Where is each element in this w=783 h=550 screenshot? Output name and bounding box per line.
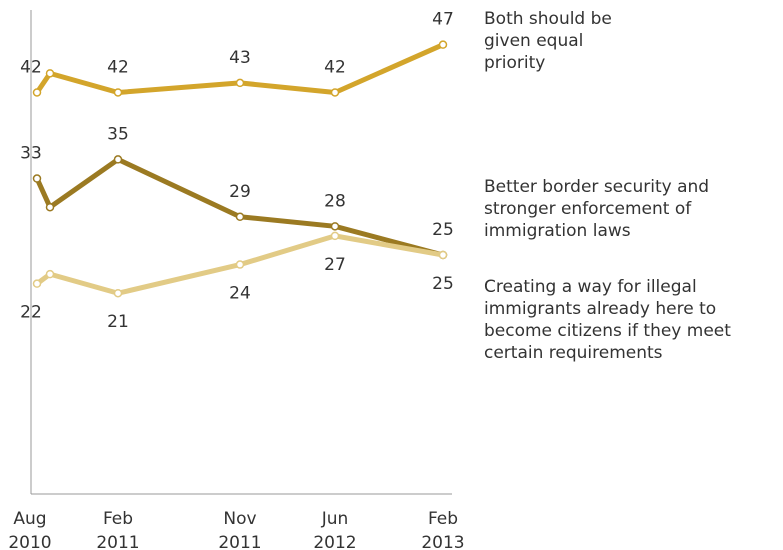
data-point [235, 78, 245, 88]
x-tick-label-line: Feb [103, 509, 133, 529]
data-point [330, 222, 340, 231]
data-point [235, 260, 245, 269]
data-label: 42 [20, 57, 42, 77]
data-label: 25 [432, 274, 454, 294]
data-label: 42 [324, 57, 346, 77]
data-point [45, 202, 55, 212]
data-label: 35 [107, 124, 129, 144]
data-label: 47 [432, 10, 454, 30]
data-label: 27 [324, 255, 346, 275]
data-point [330, 231, 340, 241]
series-line [34, 156, 444, 258]
x-tick-label-line: 2011 [218, 533, 261, 550]
data-label: 28 [324, 191, 346, 211]
legend-entry: Both should be given equal priority [484, 9, 612, 73]
x-tick-label: Nov 2011 [218, 509, 261, 550]
data-point [32, 88, 42, 97]
x-tick-label-line: Aug [13, 509, 46, 529]
data-point [113, 88, 123, 97]
data-point [330, 88, 340, 97]
data-point [32, 174, 42, 183]
x-tick-label-line: 2012 [313, 533, 356, 550]
x-tick-label-line: 2013 [421, 533, 464, 550]
data-label: 33 [20, 144, 42, 164]
x-tick-label-line: Jun [321, 509, 349, 529]
x-tick-label-line: Feb [428, 509, 458, 529]
data-point [438, 250, 448, 260]
x-tick-label: Feb 2013 [421, 509, 464, 550]
legend-entry: Better border security and stronger enfo… [484, 177, 710, 241]
data-point [113, 155, 123, 164]
x-tick-label-line: 2011 [96, 533, 139, 550]
data-point [113, 288, 123, 298]
data-label: 25 [432, 220, 454, 240]
data-label: 42 [107, 57, 129, 77]
data-label: 43 [229, 48, 251, 68]
data-point [32, 279, 42, 288]
data-label: 21 [107, 312, 129, 332]
data-point [45, 69, 55, 78]
data-point [235, 212, 245, 222]
x-tick-label-line: Nov [223, 509, 256, 529]
data-label: 22 [20, 303, 42, 323]
data-point [45, 269, 55, 279]
data-label: 24 [229, 284, 251, 304]
legend-entry: Creating a way for illegal immigrants al… [484, 277, 731, 363]
data-point [438, 40, 448, 49]
x-tick-label: Aug 2010 [8, 509, 51, 550]
x-tick-label-line: 2010 [8, 533, 51, 550]
x-tick-label: Feb 2011 [96, 509, 139, 550]
x-tick-label: Jun 2012 [313, 509, 356, 550]
data-label: 29 [229, 182, 251, 202]
